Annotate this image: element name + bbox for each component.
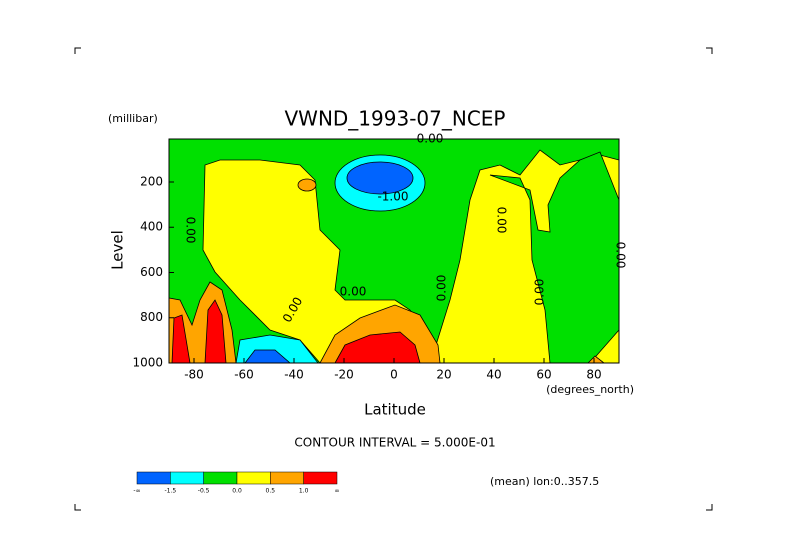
x-axis-label: Latitude (364, 401, 426, 419)
y-tick-label: 800 (140, 310, 163, 324)
colorbar-label: -1.5 (164, 488, 176, 495)
contour-label: 0.00 (533, 279, 547, 306)
contour-label: 0.00 (417, 132, 444, 146)
contour-interval: CONTOUR INTERVAL = 5.000E-01 (294, 436, 495, 450)
colorbar-swatch (203, 471, 238, 485)
y-tick-label: 1000 (132, 356, 163, 370)
contour-label: 0.00 (435, 275, 449, 302)
x-tick-label: 80 (586, 368, 601, 382)
y-unit: (millibar) (108, 112, 158, 125)
colorbar-swatch (270, 471, 304, 485)
contour-field (168, 138, 620, 364)
x-tick-label: -20 (334, 368, 354, 382)
x-tick-label: 60 (536, 368, 551, 382)
y-tick-label: 400 (140, 220, 163, 234)
x-tick-label: -60 (234, 368, 254, 382)
corner-marks (74, 47, 713, 511)
colorbar-swatch (303, 471, 338, 485)
contour-label: 0.00 (340, 285, 367, 299)
colorbar-label: -∞ (133, 488, 140, 495)
colorbar-label: 0.5 (266, 488, 276, 495)
colorbar-label: -0.5 (198, 488, 210, 495)
colorbar-swatch (170, 471, 204, 485)
colorbar-swatch (236, 471, 271, 485)
chart-title: VWND_1993-07_NCEP (284, 107, 505, 131)
contour-label: 0.00 (614, 242, 628, 269)
y-tick-label: 200 (140, 174, 163, 188)
x-tick-label: -80 (184, 368, 204, 382)
x-tick-label: 0 (390, 368, 398, 382)
y-tick-label: 600 (140, 265, 163, 279)
colorbar-label: 1.0 (299, 488, 309, 495)
x-unit: (degrees_north) (546, 383, 634, 396)
contour-label: 0.00 (495, 207, 509, 234)
footer: (mean) lon:0..357.5 (490, 475, 599, 488)
contour-label: -1.00 (377, 190, 408, 204)
x-tick-label: 40 (486, 368, 501, 382)
colorbar-label: 0.0 (232, 488, 242, 495)
x-tick-label: -40 (284, 368, 304, 382)
contour-label: 0.00 (184, 217, 198, 244)
colorbar-label: ∞ (335, 488, 340, 495)
x-tick-label: 20 (436, 368, 451, 382)
y-axis-label: Level (109, 230, 127, 270)
colorbar-swatch (136, 471, 171, 485)
